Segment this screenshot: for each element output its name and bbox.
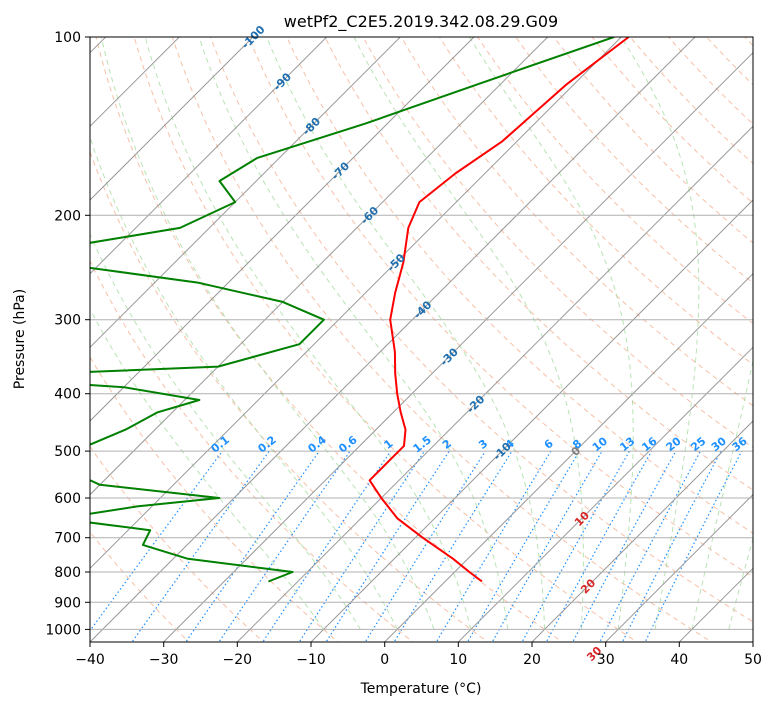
mixing-ratio-label: 1.5	[411, 433, 434, 455]
isotherm-line	[604, 493, 753, 642]
isotherm-line	[90, 37, 475, 422]
dry-adiabat	[90, 259, 414, 642]
x-tick-label: 20	[523, 652, 541, 668]
dry-adiabat	[591, 37, 753, 204]
isotherm-line	[90, 37, 549, 496]
mixing-ratio-label: 2	[440, 437, 454, 452]
y-axis-title: Pressure (hPa)	[12, 289, 28, 389]
moist-adiabat	[90, 232, 361, 630]
isotherm-line	[457, 346, 753, 642]
isotherm-line	[310, 199, 753, 642]
x-tick-label: −30	[149, 652, 179, 668]
moist-adiabats	[90, 37, 753, 630]
dry-adiabat	[90, 150, 489, 642]
chart-title: wetPf2_C2E5.2019.342.08.29.G09	[284, 12, 558, 32]
x-axis: −40 −30 −20 −10 0 10 20 30 40 50	[75, 642, 762, 668]
isotherm-line	[531, 420, 753, 642]
x-tick-label: −40	[75, 652, 105, 668]
isotherm-line	[90, 37, 402, 349]
dry-adiabat	[400, 37, 753, 407]
dry-adiabat	[286, 37, 753, 534]
dry-adiabat	[438, 37, 753, 366]
moist-adiabat	[620, 37, 700, 630]
y-tick-label: 500	[54, 444, 81, 460]
moist-adiabat	[266, 37, 546, 630]
y-tick-label: 100	[54, 30, 81, 46]
mixing-ratio-line	[218, 450, 351, 642]
dry-adiabat	[248, 37, 753, 578]
y-tick-label: 300	[54, 313, 81, 329]
x-tick-label: 10	[449, 652, 467, 668]
moist-adiabat	[198, 37, 509, 630]
mixing-ratio-label: 0.6	[336, 433, 360, 455]
mixing-ratio-line	[466, 450, 580, 642]
y-axis: 100 200 300 400 500 600 700 800 900 1000	[45, 30, 90, 638]
dry-adiabat	[324, 37, 753, 491]
y-tick-label: 900	[54, 595, 81, 611]
x-tick-label: 40	[670, 652, 688, 668]
y-tick-label: 800	[54, 565, 81, 581]
isotherm-line	[90, 37, 696, 642]
dry-adiabat	[90, 356, 340, 642]
moist-adiabat	[469, 37, 634, 630]
dry-adiabat	[744, 37, 753, 47]
isotherm-line	[236, 125, 753, 642]
isotherm-line	[678, 567, 753, 642]
isotherm-line	[752, 641, 753, 642]
isotherm-line	[90, 37, 328, 275]
y-tick-label: 1000	[45, 622, 81, 638]
moist-adiabat	[728, 536, 753, 630]
mixing-ratio-label: 6	[542, 437, 556, 452]
isotherm-label: -80	[300, 115, 323, 138]
x-tick-label: −20	[223, 652, 253, 668]
y-tick-label: 400	[54, 387, 81, 403]
dry-adiabat	[515, 37, 753, 284]
y-tick-label: 600	[54, 491, 81, 507]
isotherm-line	[90, 37, 623, 570]
mixing-ratio-line	[325, 450, 450, 642]
isotherm-line	[90, 37, 254, 201]
moist-adiabat	[90, 135, 398, 630]
y-tick-label: 700	[54, 531, 81, 547]
mixing-ratio-line	[364, 450, 486, 642]
isotherms	[90, 37, 753, 642]
dry-adiabat	[705, 37, 753, 86]
isotherm-line	[383, 272, 753, 642]
mixing-ratio-label: 3	[476, 437, 490, 452]
x-axis-title: Temperature (°C)	[360, 681, 482, 697]
dry-adiabat	[770, 24, 775, 645]
mixing-ratio-line	[644, 450, 743, 642]
dry-adiabat	[667, 37, 753, 125]
mixing-ratio-label: 0.1	[209, 433, 232, 455]
isotherm-label: -30	[438, 345, 461, 368]
x-tick-label: −10	[296, 652, 326, 668]
moist-adiabat	[100, 37, 435, 630]
plot-frame	[89, 36, 754, 643]
isotherm-line	[162, 51, 753, 642]
dewpoint-line	[90, 37, 615, 583]
temperature-line	[368, 37, 630, 583]
dry-adiabat	[171, 37, 713, 642]
moist-adiabat	[691, 358, 753, 630]
profile-series	[90, 37, 630, 583]
pressure-gridlines	[90, 37, 753, 630]
x-tick-label: 30	[597, 652, 615, 668]
y-tick-label: 200	[54, 208, 81, 224]
isotherm-label: -20	[464, 392, 487, 415]
dry-adiabat	[90, 445, 265, 642]
moist-adiabat	[353, 37, 584, 630]
dry-adiabat	[362, 37, 753, 449]
dry-adiabat	[209, 37, 753, 623]
mixing-ratio-label: 0.4	[305, 433, 329, 455]
x-tick-label: 50	[744, 652, 762, 668]
dry-adiabats	[90, 24, 775, 645]
x-tick-label: 0	[380, 652, 389, 668]
mixing-ratio-line	[572, 450, 677, 642]
